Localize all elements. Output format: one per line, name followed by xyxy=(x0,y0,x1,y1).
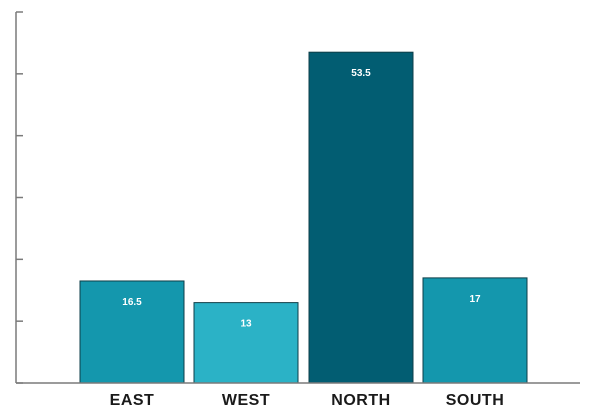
category-label-south: SOUTH xyxy=(446,392,505,409)
category-label-west: WEST xyxy=(222,392,270,409)
value-label-west: 13 xyxy=(240,319,252,330)
category-label-east: EAST xyxy=(110,392,155,409)
value-label-south: 17 xyxy=(469,294,481,305)
bar-south xyxy=(422,277,528,384)
y-ticks-group xyxy=(16,11,23,384)
bars-group xyxy=(79,51,528,384)
bar-north xyxy=(308,51,414,384)
value-label-north: 53.5 xyxy=(351,68,371,79)
category-labels-group: EAST WEST NORTH SOUTH xyxy=(110,392,505,409)
value-label-east: 16.5 xyxy=(122,297,142,308)
value-labels-group: 16.5 13 53.5 17 xyxy=(122,68,481,329)
category-label-north: NORTH xyxy=(331,392,390,409)
bar-west xyxy=(193,302,299,384)
bar-east xyxy=(79,280,185,384)
